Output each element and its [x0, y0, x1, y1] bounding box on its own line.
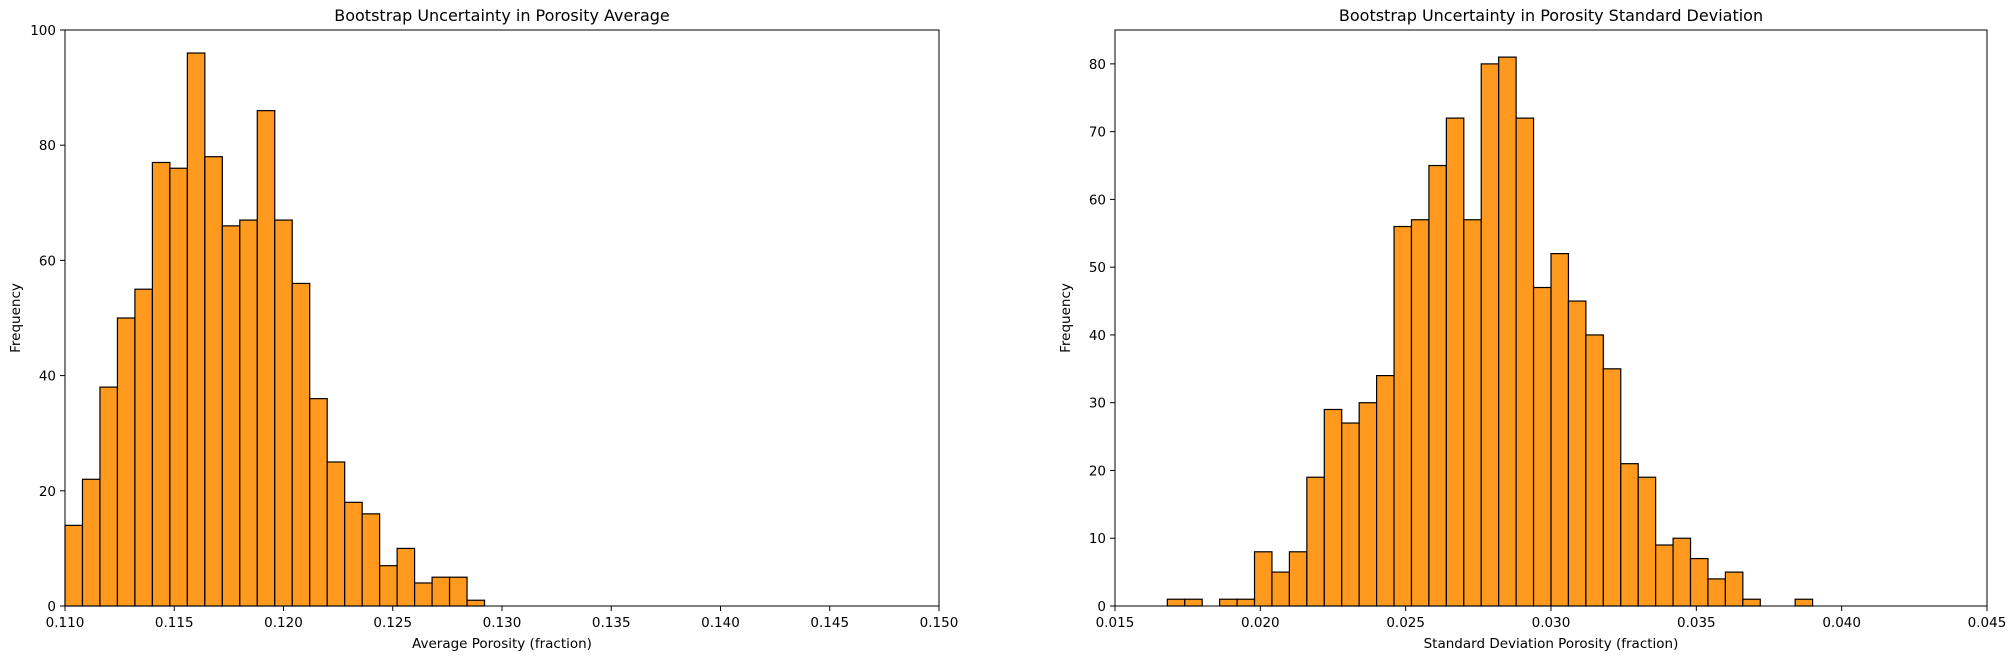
- y-tick-label: 30: [1089, 396, 1106, 412]
- x-tick-label: 0.045: [1968, 615, 2007, 631]
- y-tick-label: 0: [47, 599, 56, 615]
- y-tick-label: 60: [39, 253, 56, 269]
- x-tick-label: 0.030: [1532, 615, 1571, 631]
- histogram-bar: [1358, 402, 1378, 607]
- histogram-bar: [1707, 578, 1726, 607]
- x-tick-label: 0.140: [701, 615, 740, 631]
- histogram-bar: [1463, 219, 1482, 607]
- chart-title: Bootstrap Uncertainty in Porosity Averag…: [334, 6, 670, 25]
- histogram-bar: [1532, 286, 1552, 607]
- x-tick-label: 0.150: [920, 615, 959, 631]
- histogram-bar: [414, 582, 433, 607]
- histogram-bar: [1166, 598, 1186, 607]
- x-axis-label: Average Porosity (fraction): [412, 636, 592, 652]
- histogram-bar: [1393, 225, 1413, 607]
- histogram-bar: [1306, 476, 1325, 607]
- histogram-bar: [256, 110, 276, 607]
- histogram-bar: [1271, 571, 1290, 607]
- histogram-bar: [326, 461, 346, 607]
- histogram-bar: [221, 225, 241, 607]
- histogram-bar: [239, 219, 258, 607]
- histogram-bar: [1637, 476, 1657, 607]
- histogram-bar: [1585, 334, 1604, 607]
- histogram-bar: [1550, 253, 1570, 607]
- histogram-bar: [1794, 598, 1814, 607]
- histogram-bar: [1515, 117, 1535, 607]
- chart-porosity-std-dev: Bootstrap Uncertainty in Porosity Standa…: [1058, 6, 2006, 652]
- histogram-bar: [99, 386, 119, 607]
- y-tick-label: 50: [1089, 260, 1106, 276]
- histogram-bar: [1655, 544, 1674, 607]
- histogram-bar: [344, 501, 363, 607]
- histogram-bar: [448, 576, 468, 607]
- y-tick-label: 40: [39, 369, 56, 385]
- x-tick-label: 0.135: [592, 615, 631, 631]
- histogram-bar: [1219, 598, 1238, 607]
- histogram-bar: [379, 565, 398, 607]
- histogram-bar: [134, 288, 153, 607]
- histogram-bar: [81, 478, 101, 607]
- histogram-bar: [1184, 598, 1203, 607]
- x-tick-label: 0.020: [1241, 615, 1280, 631]
- histogram-bar: [309, 398, 328, 607]
- histogram-bar: [204, 156, 223, 607]
- histogram-bar: [1620, 463, 1639, 607]
- y-tick-label: 10: [1089, 531, 1106, 547]
- histogram-bar: [186, 52, 206, 607]
- histogram-bar: [466, 599, 486, 607]
- histogram-bar: [396, 547, 416, 607]
- x-tick-label: 0.025: [1386, 615, 1425, 631]
- histogram-bar: [1428, 164, 1447, 607]
- histogram-bar: [1567, 300, 1587, 607]
- histogram-bar: [64, 524, 84, 607]
- histogram-bar: [1498, 56, 1517, 607]
- histogram-bar: [1602, 368, 1622, 607]
- histogram-bar: [431, 576, 451, 607]
- histogram-bar: [1672, 537, 1692, 607]
- histogram-bar: [361, 513, 381, 607]
- y-tick-label: 20: [1089, 463, 1106, 479]
- histogram-bar: [1375, 375, 1395, 607]
- histogram-bar: [1689, 557, 1709, 607]
- x-tick-label: 0.035: [1677, 615, 1716, 631]
- y-tick-label: 80: [39, 138, 56, 154]
- histogram-bar: [169, 167, 188, 607]
- y-tick-label: 40: [1089, 328, 1106, 344]
- y-tick-label: 100: [30, 23, 56, 39]
- histogram-bar: [1288, 551, 1308, 607]
- y-axis-label: Frequency: [8, 283, 24, 353]
- histogram-bar: [1253, 551, 1273, 607]
- y-tick-label: 20: [39, 484, 56, 500]
- histogram-bar: [1410, 219, 1430, 607]
- histogram-bar: [1323, 408, 1343, 607]
- histogram-bar: [1724, 571, 1744, 607]
- histogram-bars: [1166, 56, 1814, 607]
- histogram-bar: [1236, 598, 1256, 607]
- x-tick-label: 0.125: [373, 615, 412, 631]
- x-tick-label: 0.015: [1096, 615, 1135, 631]
- y-tick-label: 60: [1089, 192, 1106, 208]
- histogram-bar: [116, 317, 136, 607]
- x-tick-label: 0.040: [1822, 615, 1861, 631]
- x-tick-label: 0.115: [155, 615, 194, 631]
- histogram-bar: [151, 161, 171, 607]
- x-axis-label: Standard Deviation Porosity (fraction): [1424, 636, 1679, 652]
- histogram-bar: [1480, 63, 1500, 607]
- histogram-bar: [1742, 598, 1761, 607]
- x-tick-label: 0.145: [810, 615, 849, 631]
- histogram-bar: [274, 219, 293, 607]
- y-tick-label: 70: [1089, 125, 1106, 141]
- x-tick-label: 0.110: [46, 615, 85, 631]
- x-tick-label: 0.130: [483, 615, 522, 631]
- x-tick-label: 0.120: [264, 615, 303, 631]
- y-axis-label: Frequency: [1058, 283, 1074, 353]
- histogram-bar: [291, 282, 311, 607]
- chart-porosity-average: Bootstrap Uncertainty in Porosity Averag…: [8, 6, 958, 652]
- y-tick-label: 0: [1097, 599, 1106, 615]
- y-tick-label: 80: [1089, 57, 1106, 73]
- histogram-bar: [1445, 117, 1465, 607]
- histogram-bar: [1341, 422, 1360, 607]
- chart-title: Bootstrap Uncertainty in Porosity Standa…: [1339, 6, 1763, 25]
